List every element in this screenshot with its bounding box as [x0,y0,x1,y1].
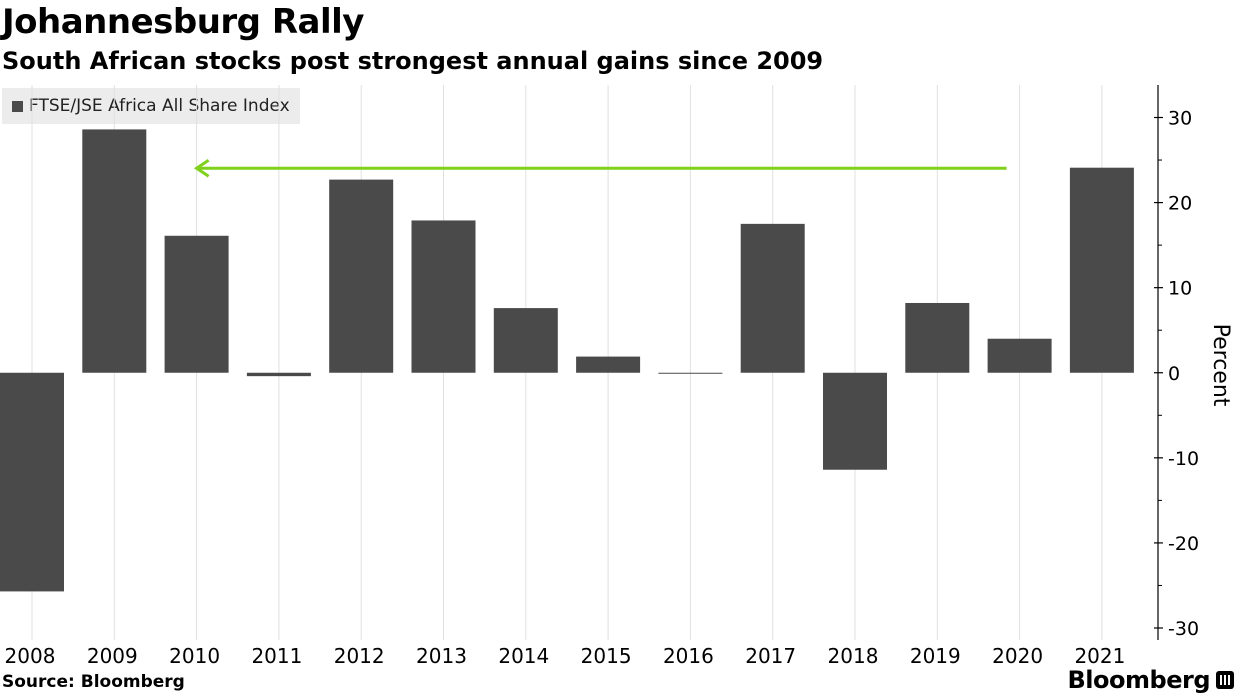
bar-2020 [987,338,1052,373]
x-tick-label: 2018 [828,644,879,668]
y-tick-label: -20 [1168,533,1199,555]
bar-2012 [329,179,394,373]
x-tick-label: 2012 [334,644,385,668]
legend: FTSE/JSE Africa All Share Index [2,88,300,124]
bar-2010 [164,235,229,373]
y-tick-label: 0 [1168,363,1180,385]
bar-2019 [905,302,970,373]
bar-2016 [658,372,723,374]
bar-2014 [493,308,558,373]
source-note: Source: Bloomberg [2,672,185,692]
terminal-icon [1216,671,1234,689]
bar-2015 [576,356,641,373]
annotation [193,158,1007,178]
y-tick-label: -30 [1168,618,1199,640]
y-tick-label: 10 [1168,278,1192,300]
y-axis: 30 20 10 0 -10 -20 -30 [1154,85,1199,640]
x-tick-label: 2009 [87,644,138,668]
bar-2017 [740,223,805,373]
x-tick-label: 2013 [416,644,467,668]
x-tick-label: 2021 [1074,644,1125,668]
bar-2011 [246,372,311,377]
x-axis-labels: 2008 2009 2010 2011 2012 2013 2014 2015 2016 2017… [5,644,1126,668]
x-tick-label: 2016 [663,644,714,668]
x-tick-label: 2019 [910,644,961,668]
brand-logo: Bloomberg [1068,666,1234,694]
x-tick-label: 2020 [992,644,1043,668]
x-tick-label: 2015 [581,644,632,668]
arrow-head [193,158,210,178]
x-tick-label: 2014 [498,644,549,668]
bar-2009 [82,129,147,373]
bar-2013 [411,220,476,373]
y-tick-label: -10 [1168,448,1199,470]
x-tick-label: 2017 [745,644,796,668]
y-tick-label: 20 [1168,193,1192,215]
bar-2008 [0,372,64,592]
y-axis-title: Percent [1208,324,1233,407]
chart-subtitle: South African stocks post strongest annu… [2,47,824,75]
legend-label: FTSE/JSE Africa All Share Index [29,96,290,116]
bar-2018 [823,372,887,470]
legend-swatch [12,100,23,112]
bar-2021 [1069,167,1134,373]
bars [0,129,1134,592]
y-tick-label: 30 [1168,108,1192,130]
brand-name: Bloomberg [1067,666,1211,694]
x-tick-label: 2011 [251,644,302,668]
chart-title: Johannesburg Rally [2,2,364,42]
x-tick-label: 2008 [5,644,56,668]
x-tick-label: 2010 [169,644,220,668]
